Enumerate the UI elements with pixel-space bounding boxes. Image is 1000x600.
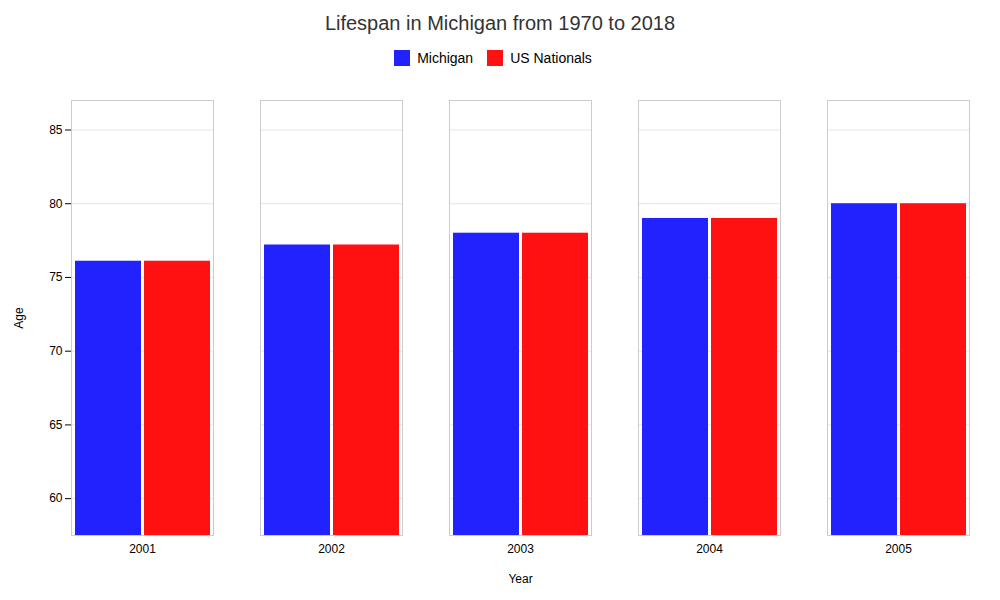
svg-text:85: 85 — [49, 123, 63, 137]
svg-text:Year: Year — [508, 572, 532, 586]
html-text:Lifespan in Michigan from 1970: Lifespan in Michigan from 1970 to 2018 — [324, 12, 676, 34]
html-text:US Nationals: US Nationals — [510, 49, 592, 66]
svg-text:Age: Age — [12, 307, 26, 329]
svg-text:70: 70 — [49, 344, 63, 358]
svg-text:65: 65 — [49, 418, 63, 432]
svg-text:2001: 2001 — [129, 542, 156, 556]
svg-text:80: 80 — [49, 197, 63, 211]
svg-text:75: 75 — [49, 270, 63, 284]
svg-text:60: 60 — [49, 491, 63, 505]
html-text:Michigan: Michigan — [417, 49, 474, 66]
svg-text:2004: 2004 — [696, 542, 723, 556]
svg-text:2005: 2005 — [885, 542, 912, 556]
svg-text:2003: 2003 — [507, 542, 534, 556]
svg-text:2002: 2002 — [318, 542, 345, 556]
